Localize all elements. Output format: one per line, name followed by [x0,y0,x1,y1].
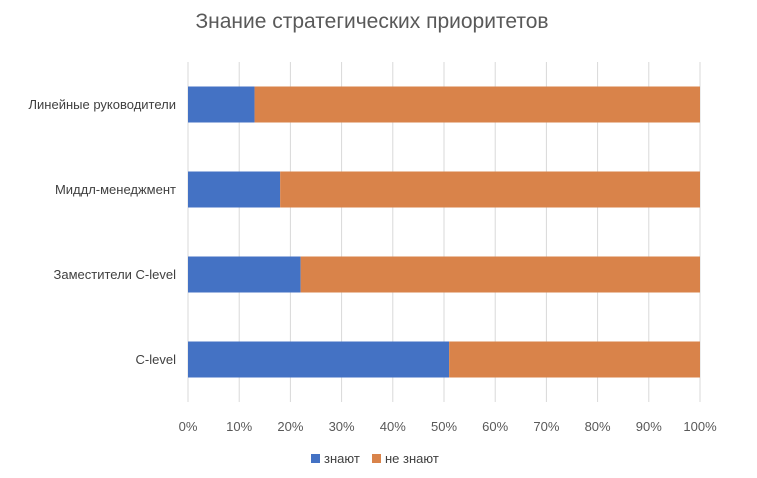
bar-dont-know [300,256,700,293]
bar-dont-know [280,171,700,208]
legend-swatch [372,454,381,463]
legend: знают не знают [311,451,439,466]
legend-item-know: знают [311,451,360,466]
category-label: Заместители C-level [54,267,177,282]
legend-item-dont-know: не знают [372,451,439,466]
bar-know [188,171,281,208]
x-tick-label: 80% [585,419,611,434]
category-labels: Линейные руководители Миддл-менеджмент Зам… [29,97,177,367]
bar-know [188,256,301,293]
x-tick-label: 30% [329,419,355,434]
x-tick-label: 20% [277,419,303,434]
bar-know [188,341,450,378]
x-tick-label: 70% [533,419,559,434]
legend-label: не знают [385,451,439,466]
category-label: C-level [136,352,177,367]
x-tick-label: 50% [431,419,457,434]
x-tick-label: 0% [179,419,198,434]
legend-swatch [311,454,320,463]
bars [188,86,700,378]
legend-label: знают [324,451,360,466]
category-label: Линейные руководители [29,97,176,112]
x-tick-label: 90% [636,419,662,434]
bar-dont-know [254,86,700,123]
bar-know [188,86,255,123]
bar-dont-know [449,341,700,378]
x-tick-label: 60% [482,419,508,434]
x-tick-label: 100% [683,419,717,434]
x-tick-label: 40% [380,419,406,434]
x-tick-label: 10% [226,419,252,434]
category-label: Миддл-менеджмент [55,182,176,197]
chart-title: Знание стратегических приоритетов [195,10,548,33]
x-tick-labels: 0% 10% 20% 30% 40% 50% 60% 70% 80% 90% 100% [179,419,717,434]
